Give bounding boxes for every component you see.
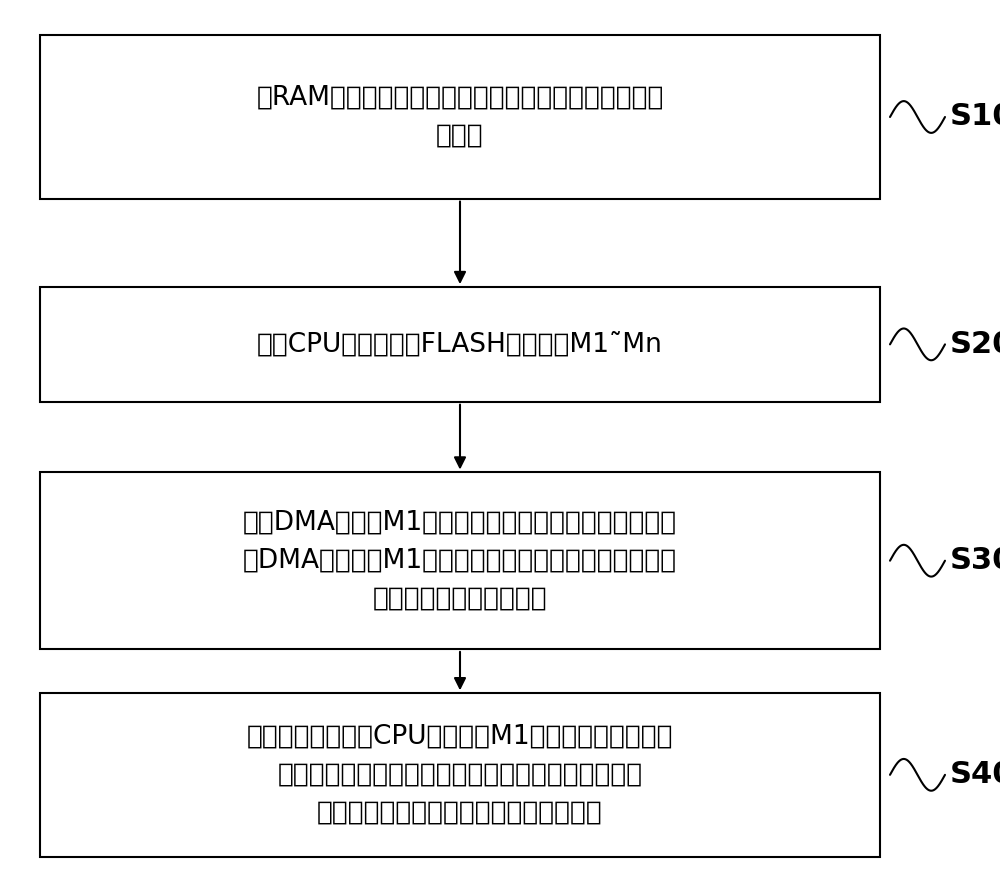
Text: 通过DMA将模型M1加载到固定模型地址中，同时，也通
过DMA将除模型M1以外的其它模型按序加载到当前模型
地址和下一步模型地址中: 通过DMA将模型M1加载到固定模型地址中，同时，也通 过DMA将除模型M1以外的… [243,509,677,612]
Text: S100: S100 [950,102,1000,132]
Bar [40,35,880,199]
Bar [40,287,880,402]
Bar [40,472,880,649]
Text: S400: S400 [950,760,1000,789]
Text: S300: S300 [950,547,1000,575]
Text: 通过CPU按序依次从FLASH加载模型M1˜Mn: 通过CPU按序依次从FLASH加载模型M1˜Mn [257,331,663,358]
Bar [40,693,880,857]
Text: 除初始化步骤通过CPU运行模型M1处理数据外，剩余步
骤均通过当前模型地址加载的模型处理数据，数据处
理后释放其内存，直到所有模型处理完成: 除初始化步骤通过CPU运行模型M1处理数据外，剩余步 骤均通过当前模型地址加载的… [247,724,673,826]
Text: S200: S200 [950,330,1000,358]
Text: 在RAM中设定固定模型地址、当前模型地址及下一步模
型地址: 在RAM中设定固定模型地址、当前模型地址及下一步模 型地址 [256,85,664,149]
